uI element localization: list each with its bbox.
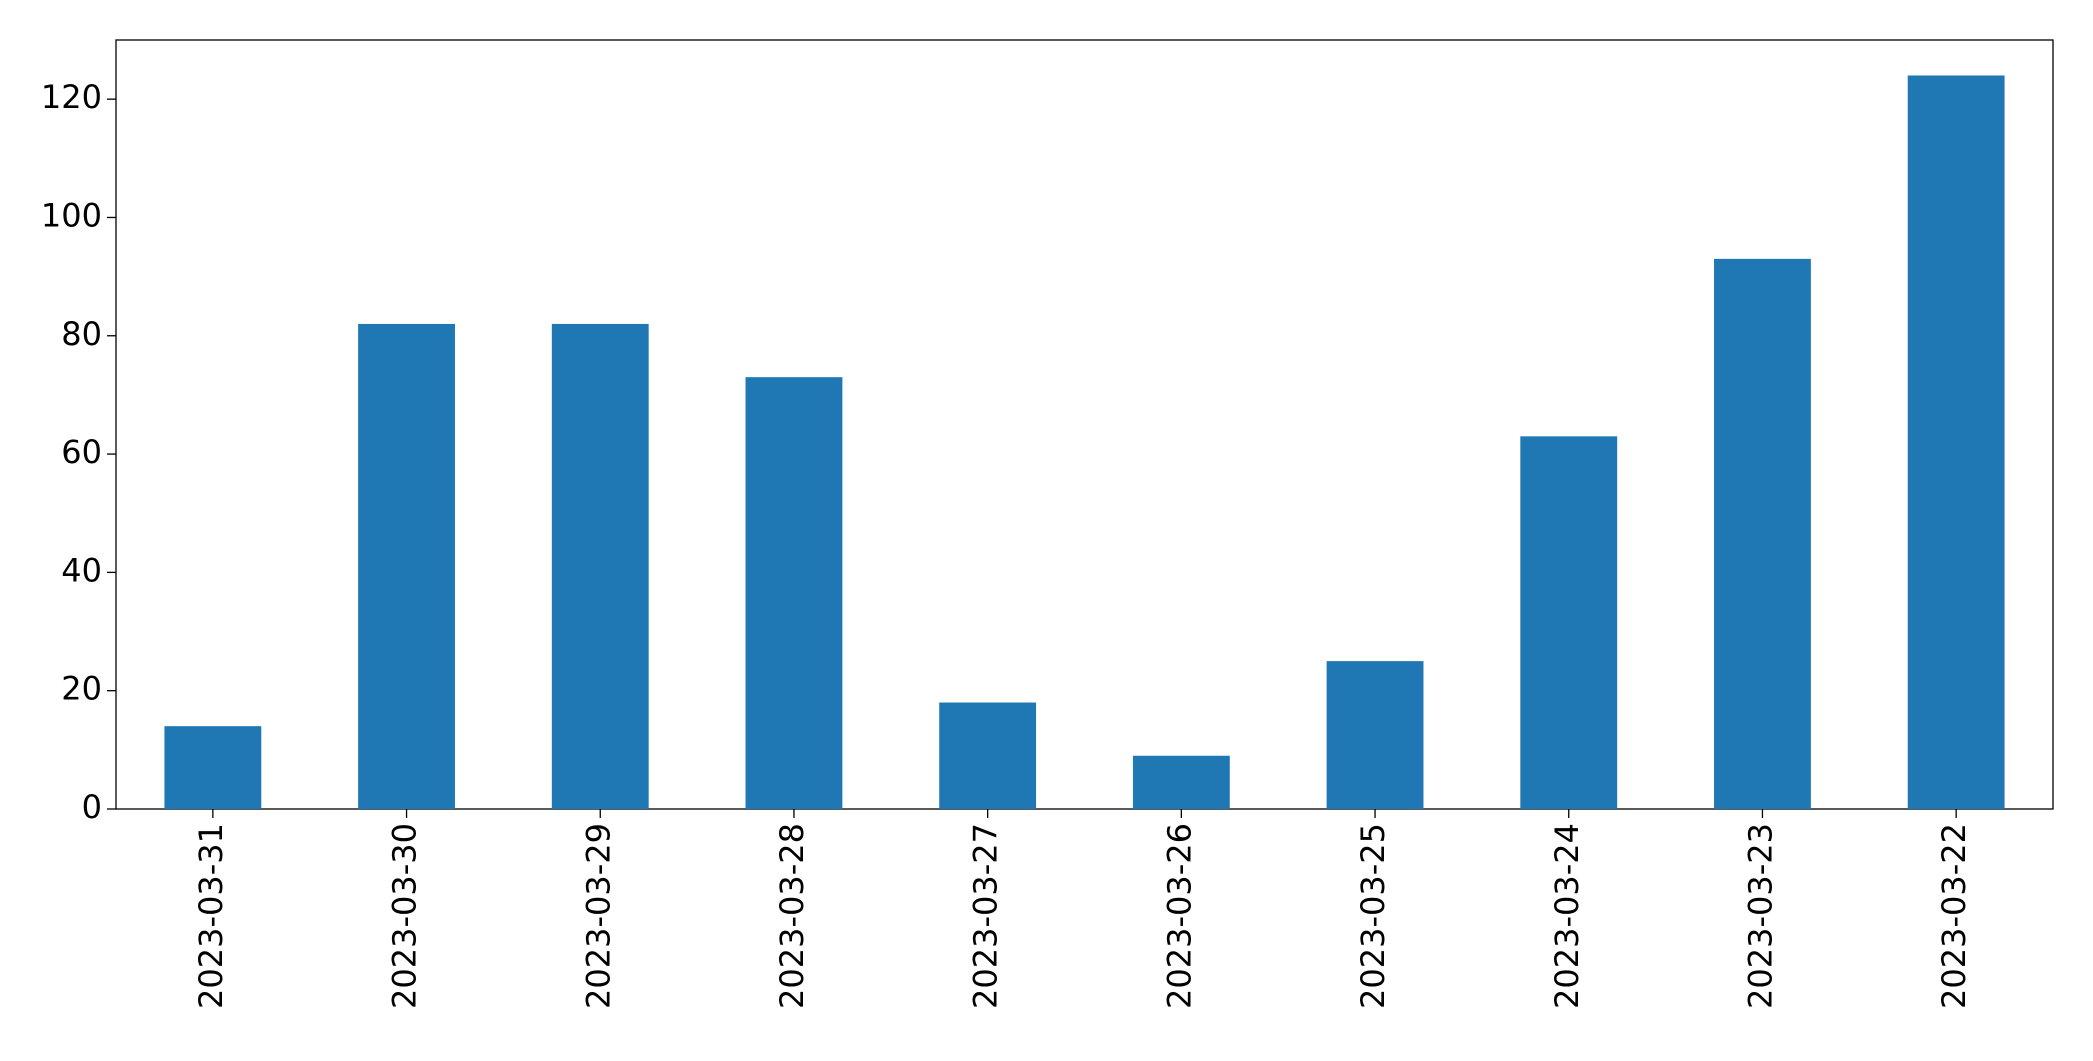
x-tick-label: 2023-03-24: [1548, 823, 1586, 1009]
bar: [358, 323, 455, 809]
x-tick-label: 2023-03-23: [1741, 823, 1779, 1009]
plot-frame: [115, 39, 2054, 810]
bar: [1326, 661, 1424, 809]
y-tick-label: 0: [82, 788, 102, 826]
y-tick-label: 40: [61, 551, 102, 589]
y-tick-label: 120: [41, 78, 102, 116]
y-tick-label: 20: [61, 670, 102, 708]
x-tick-label: 2023-03-25: [1354, 823, 1392, 1009]
bar: [1132, 755, 1230, 809]
x-tick-label: 2023-03-27: [967, 823, 1005, 1009]
x-tick-label: 2023-03-26: [1160, 823, 1198, 1009]
bar: [551, 323, 649, 809]
y-tick-label: 80: [61, 315, 102, 353]
y-tick-label: 60: [61, 433, 102, 471]
bar: [1714, 258, 1811, 809]
x-tick-label: 2023-03-30: [386, 823, 424, 1009]
bar: [939, 702, 1037, 809]
x-tick-label: 2023-03-31: [192, 823, 230, 1009]
x-tick-label: 2023-03-28: [773, 823, 811, 1009]
x-tick-label: 2023-03-22: [1935, 823, 1973, 1009]
x-tick-label: 2023-03-29: [579, 823, 617, 1009]
bar: [1907, 75, 2005, 809]
bar: [164, 726, 262, 809]
bar: [1520, 436, 1618, 809]
y-tick-label: 100: [41, 196, 102, 234]
bar: [745, 377, 843, 809]
